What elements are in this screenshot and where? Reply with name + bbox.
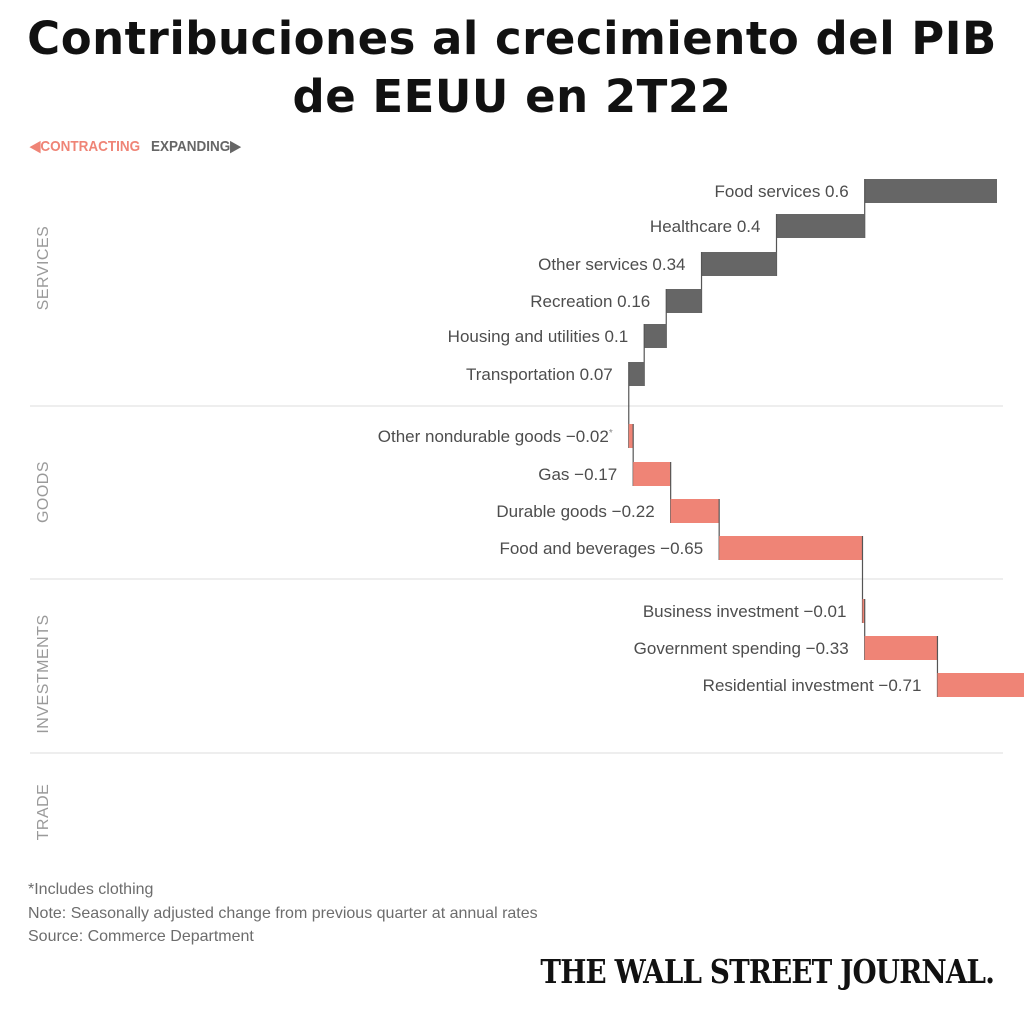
bar-food-and-beverages xyxy=(719,536,863,560)
group-label-trade: TRADE xyxy=(35,784,52,841)
label-recreation: Recreation 0.16 xyxy=(530,292,650,311)
chart-title: Contribuciones al crecimiento del PIB de… xyxy=(0,10,1024,126)
bar-durable-goods xyxy=(670,499,720,523)
footnotes: *Includes clothing Note: Seasonally adju… xyxy=(28,878,538,949)
bar-residential-investment xyxy=(937,673,1024,697)
label-housing-and-utilities: Housing and utilities 0.1 xyxy=(448,327,629,346)
bar-transportation xyxy=(628,362,645,386)
label-business-investment: Business investment −0.01 xyxy=(643,602,847,621)
label-food-services: Food services 0.6 xyxy=(715,182,849,201)
group-label-goods: GOODS xyxy=(35,461,52,523)
legend-contracting-label: CONTRACTING xyxy=(40,138,141,155)
bar-food-services xyxy=(864,179,997,203)
group-label-investments: INVESTMENTS xyxy=(35,614,52,733)
bar-gas xyxy=(633,462,671,486)
bar-recreation xyxy=(666,289,702,313)
label-transportation: Transportation 0.07 xyxy=(466,365,613,384)
label-food-and-beverages: Food and beverages −0.65 xyxy=(499,539,703,558)
label-durable-goods: Durable goods −0.22 xyxy=(496,502,654,521)
chart-title-line-1: Contribuciones al crecimiento del PIB xyxy=(27,12,997,65)
chart-title-line-2: de EEUU en 2T22 xyxy=(292,70,732,123)
legend-expanding-label: EXPANDING xyxy=(150,138,231,155)
label-other-services: Other services 0.34 xyxy=(538,255,685,274)
waterfall-chart: SERVICES GOODS INVESTMENTS TRADE Food servic… xyxy=(30,179,1024,841)
legend-expanding: EXPANDING▶ xyxy=(150,138,241,155)
legend-contracting: ◀CONTRACTING xyxy=(30,138,141,155)
legend: ◀CONTRACTING EXPANDING▶ xyxy=(30,137,241,155)
wsj-logo: THE WALL STREET JOURNAL. xyxy=(540,952,994,991)
footnote-source: Source: Commerce Department xyxy=(28,928,254,945)
bar-other-nondurable-goods xyxy=(628,424,634,448)
bar-business-investment xyxy=(862,599,865,623)
label-marker-other-nondurable-goods: * xyxy=(609,428,613,439)
group-label-services: SERVICES xyxy=(35,226,52,311)
bar-healthcare xyxy=(776,214,865,238)
label-residential-investment: Residential investment −0.71 xyxy=(703,676,922,695)
bar-other-services xyxy=(701,252,777,276)
label-gas: Gas −0.17 xyxy=(538,465,617,484)
footnote-note: Note: Seasonally adjusted change from pr… xyxy=(28,904,538,922)
label-healthcare: Healthcare 0.4 xyxy=(650,217,761,236)
bar-housing-and-utilities xyxy=(644,324,667,348)
label-government-spending: Government spending −0.33 xyxy=(634,639,849,658)
footnote-asterisk: *Includes clothing xyxy=(28,881,154,898)
bar-government-spending xyxy=(864,636,938,660)
label-other-nondurable-goods: Other nondurable goods −0.02* xyxy=(378,427,613,446)
